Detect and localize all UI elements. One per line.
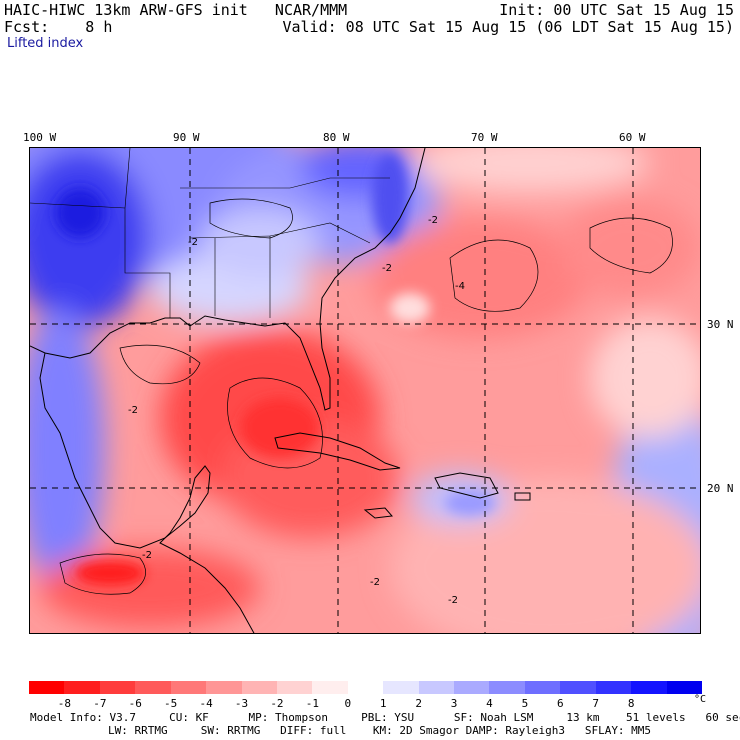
model-info-line-1: Model Info: V3.7 CU: KF MP: Thompson PBL… <box>30 711 740 724</box>
legend-swatch <box>383 681 419 694</box>
legend-swatch <box>312 681 348 694</box>
legend-swatch <box>241 681 277 694</box>
contour-label-2: -2 <box>382 263 392 274</box>
legend-swatch <box>99 681 136 694</box>
legend-swatch <box>418 681 455 694</box>
lifted-index-map: -2 -2 -2 -2 -2 -4 -2 -2 <box>29 147 701 634</box>
model-title: HAIC-HIWC 13km ARW-GFS init NCAR/MMM <box>4 1 348 19</box>
legend-tick-label: 5 <box>521 697 529 710</box>
legend-swatch <box>595 681 632 694</box>
legend-tick-label: -3 <box>234 697 249 710</box>
legend-tick-label: 8 <box>627 697 635 710</box>
lat-lon-grid <box>30 148 700 633</box>
legend-tick-label: -2 <box>270 697 284 710</box>
contour-label-7: -2 <box>448 595 458 606</box>
contour-label-5: -2 <box>370 577 380 588</box>
border-1 <box>30 202 171 318</box>
border-2 <box>124 148 131 209</box>
border-6 <box>180 177 390 189</box>
contours <box>59 198 673 595</box>
map-canvas: -2 -2 -2 -2 -2 -4 -2 -2 <box>30 148 700 633</box>
model-info-line-2: LW: RRTMG SW: RRTMG DIFF: full KM: 2D Sm… <box>108 724 652 737</box>
legend-swatch <box>64 681 100 694</box>
legend-swatch <box>666 681 703 694</box>
legend-tick-label: 4 <box>486 697 493 710</box>
forecast-hour: Fcst: 8 h <box>4 18 113 36</box>
contour-label-4: -2 <box>142 550 152 561</box>
contour-label-3: -2 <box>428 215 438 226</box>
legend-tick-label: 1 <box>379 697 387 710</box>
legend-tick-label: -1 <box>305 697 319 710</box>
contour-2 <box>449 239 539 312</box>
legend-swatch <box>631 681 667 694</box>
border-5 <box>269 222 371 244</box>
lon-label-90w: 90 W <box>173 131 200 144</box>
init-time: Init: 00 UTC Sat 15 Aug 15 <box>499 1 734 19</box>
puerto-rico <box>514 492 531 501</box>
contour-label-8: -2 <box>128 405 138 416</box>
contour-5 <box>209 198 293 239</box>
cuba <box>274 432 401 471</box>
lon-label-80w: 80 W <box>323 131 350 144</box>
state-borders <box>30 148 390 318</box>
legend-swatch <box>560 681 596 694</box>
contour-3 <box>589 217 673 274</box>
legend-swatch <box>170 681 207 694</box>
legend-swatch <box>347 681 384 694</box>
legend-tick-label: 6 <box>557 697 564 710</box>
hispaniola <box>434 472 499 499</box>
legend-swatch <box>454 681 490 694</box>
legend-tick-label: -5 <box>164 697 178 710</box>
color-legend <box>29 681 703 694</box>
lon-label-70w: 70 W <box>471 131 498 144</box>
legend-tick-label: 0 <box>344 697 352 710</box>
legend-tick-label: 2 <box>415 697 422 710</box>
field-name: Lifted index <box>7 36 84 51</box>
contour-label-6: -4 <box>455 281 465 292</box>
contour-1 <box>227 377 323 469</box>
contour-6 <box>119 344 201 385</box>
central-america-coast <box>159 532 255 633</box>
contour-4 <box>59 553 146 595</box>
legend-swatch <box>489 681 525 694</box>
legend-swatch <box>135 681 171 694</box>
legend-swatch <box>524 681 561 694</box>
legend-swatch <box>276 681 313 694</box>
contour-labels: -2 -2 -2 -2 -2 -4 -2 -2 <box>128 215 465 606</box>
legend-tick-label: -6 <box>128 697 142 710</box>
legend-swatch <box>29 681 65 694</box>
legend-tick-label: -8 <box>57 697 72 710</box>
lat-label-30n: 30 N <box>707 318 734 331</box>
lifted-index-detail <box>55 153 495 585</box>
lat-label-20n: 20 N <box>707 482 734 495</box>
legend-tick-label: -4 <box>199 697 213 710</box>
legend-unit: °C <box>694 694 707 705</box>
legend-tick-label: 7 <box>592 697 600 710</box>
coastlines <box>30 148 531 633</box>
legend-tick-label: 3 <box>450 697 458 710</box>
us-gulf-coast <box>30 148 426 411</box>
lon-label-100w: 100 W <box>23 131 57 144</box>
contour-label-1: -2 <box>188 237 198 248</box>
legend-swatch <box>206 681 242 694</box>
legend-tick-label: -7 <box>93 697 107 710</box>
jamaica <box>363 507 394 519</box>
lon-label-60w: 60 W <box>619 131 646 144</box>
valid-time: Valid: 08 UTC Sat 15 Aug 15 (06 LDT Sat … <box>282 18 734 36</box>
